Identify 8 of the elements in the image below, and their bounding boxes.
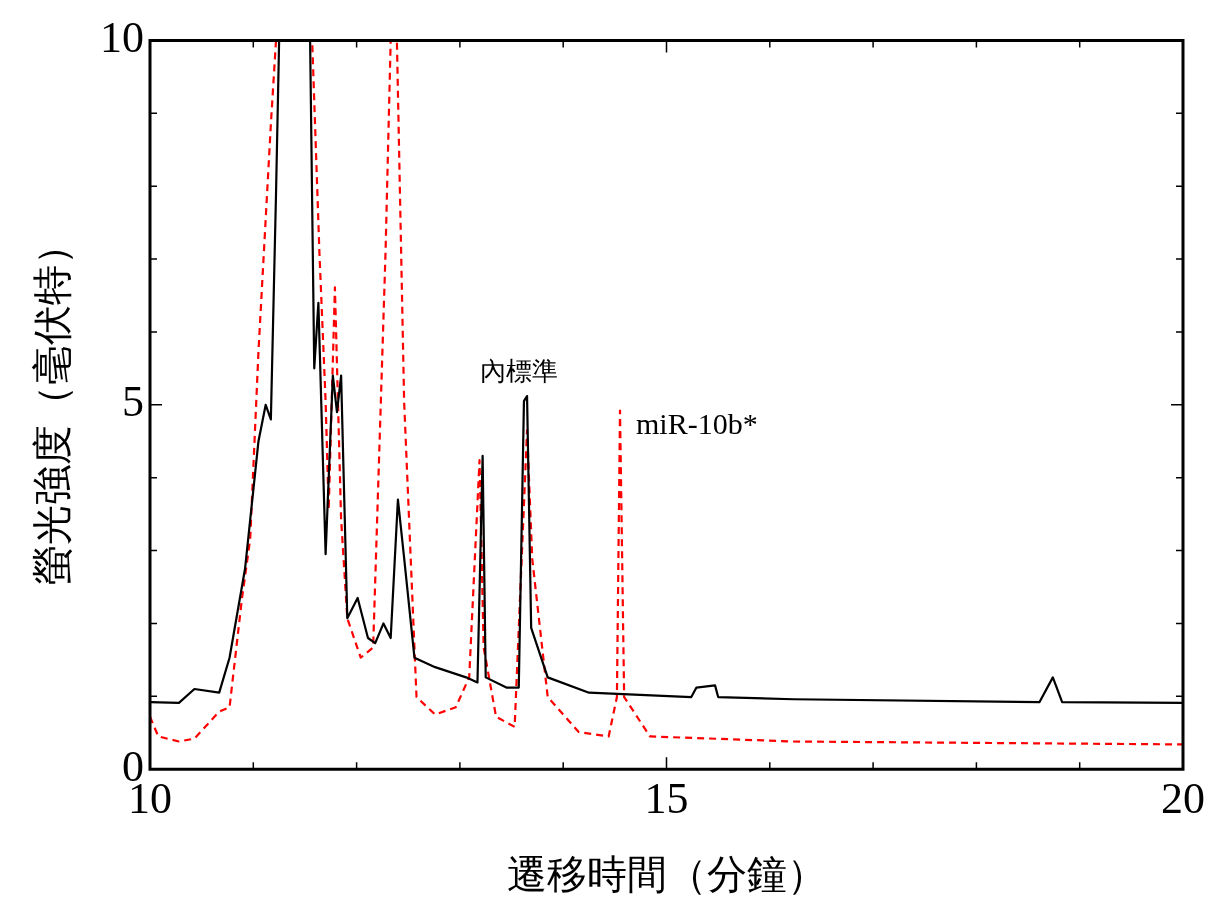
y-tick-label: 10 xyxy=(100,12,144,62)
x-axis-title: 遷移時間（分鐘） xyxy=(506,851,827,898)
y-axis-title: 螢光強度（毫伏特） xyxy=(29,224,76,585)
x-tick-label: 15 xyxy=(644,774,689,824)
annotation: miR-10b* xyxy=(636,406,758,440)
x-tick-label: 20 xyxy=(1161,774,1205,824)
annotation: 內標準 xyxy=(480,355,559,386)
y-tick-label: 5 xyxy=(122,377,144,427)
